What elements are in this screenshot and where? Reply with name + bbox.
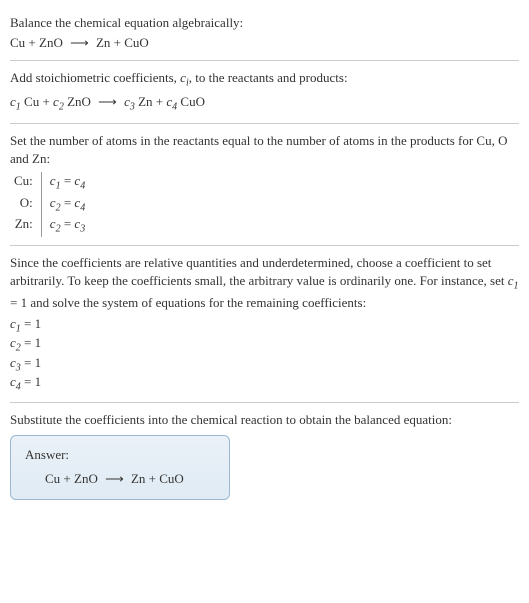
text-part: , to the reactants and products: (189, 70, 348, 85)
table-row: Cu: c1 = c4 (10, 172, 89, 194)
value: = 1 (21, 335, 41, 350)
section-solve: Since the coefficients are relative quan… (10, 248, 519, 400)
intro-text: Balance the chemical equation algebraica… (10, 14, 519, 32)
coefficient-list: c1 = 1 c2 = 1 c3 = 1 c4 = 1 (10, 316, 519, 394)
eq-lhs: Cu + ZnO (10, 35, 63, 50)
element-cell: Zn: (10, 215, 41, 237)
eq-rhs: Zn + CuO (96, 35, 149, 50)
value: = 1 (21, 355, 41, 370)
atom-balance-table: Cu: c1 = c4 O: c2 = c4 Zn: c2 = c3 (10, 172, 89, 237)
answer-box: Answer: Cu + ZnO ⟶ Zn + CuO (10, 435, 230, 499)
unbalanced-equation: Cu + ZnO ⟶ Zn + CuO (10, 34, 519, 52)
section-atom-balance: Set the number of atoms in the reactants… (10, 126, 519, 243)
coeff-row: c1 = 1 (10, 316, 519, 336)
section-substitute: Substitute the coefficients into the che… (10, 405, 519, 506)
term: Cu + (21, 94, 53, 109)
table-row: O: c2 = c4 (10, 194, 89, 216)
divider (10, 123, 519, 124)
sub: 1 (514, 281, 519, 292)
equation-cell: c2 = c3 (41, 215, 89, 237)
coeff-row: c4 = 1 (10, 374, 519, 394)
equals: = (61, 173, 75, 188)
sub: 3 (80, 224, 85, 235)
sub: 4 (80, 181, 85, 192)
equals: = (61, 195, 75, 210)
arrow-icon: ⟶ (94, 94, 121, 109)
arrow-icon: ⟶ (101, 471, 128, 486)
term: ZnO (64, 94, 91, 109)
divider (10, 60, 519, 61)
divider (10, 402, 519, 403)
coeff-row: c3 = 1 (10, 355, 519, 375)
atom-balance-text: Set the number of atoms in the reactants… (10, 132, 519, 168)
eq-lhs: Cu + ZnO (45, 471, 98, 486)
equation-cell: c1 = c4 (41, 172, 89, 194)
coeff-row: c2 = 1 (10, 335, 519, 355)
element-cell: Cu: (10, 172, 41, 194)
section-add-coeffs: Add stoichiometric coefficients, ci, to … (10, 63, 519, 120)
balanced-equation: Cu + ZnO ⟶ Zn + CuO (25, 470, 215, 488)
equals: = (61, 216, 75, 231)
eq-rhs: Zn + CuO (131, 471, 184, 486)
term: Zn + (135, 94, 167, 109)
table-row: Zn: c2 = c3 (10, 215, 89, 237)
sub: 4 (80, 202, 85, 213)
text-part: Add stoichiometric coefficients, (10, 70, 180, 85)
ci-var: ci (180, 70, 189, 85)
answer-label: Answer: (25, 446, 215, 464)
element-cell: O: (10, 194, 41, 216)
solve-text: Since the coefficients are relative quan… (10, 254, 519, 312)
divider (10, 245, 519, 246)
term: CuO (177, 94, 205, 109)
arrow-icon: ⟶ (66, 35, 93, 50)
text-part: = 1 and solve the system of equations fo… (10, 295, 366, 310)
add-coeffs-text: Add stoichiometric coefficients, ci, to … (10, 69, 519, 91)
substitute-text: Substitute the coefficients into the che… (10, 411, 519, 429)
text-part: Since the coefficients are relative quan… (10, 255, 508, 288)
section-intro: Balance the chemical equation algebraica… (10, 8, 519, 58)
value: = 1 (21, 374, 41, 389)
coeff-equation: c1 Cu + c2 ZnO ⟶ c3 Zn + c4 CuO (10, 93, 519, 115)
equation-cell: c2 = c4 (41, 194, 89, 216)
value: = 1 (21, 316, 41, 331)
